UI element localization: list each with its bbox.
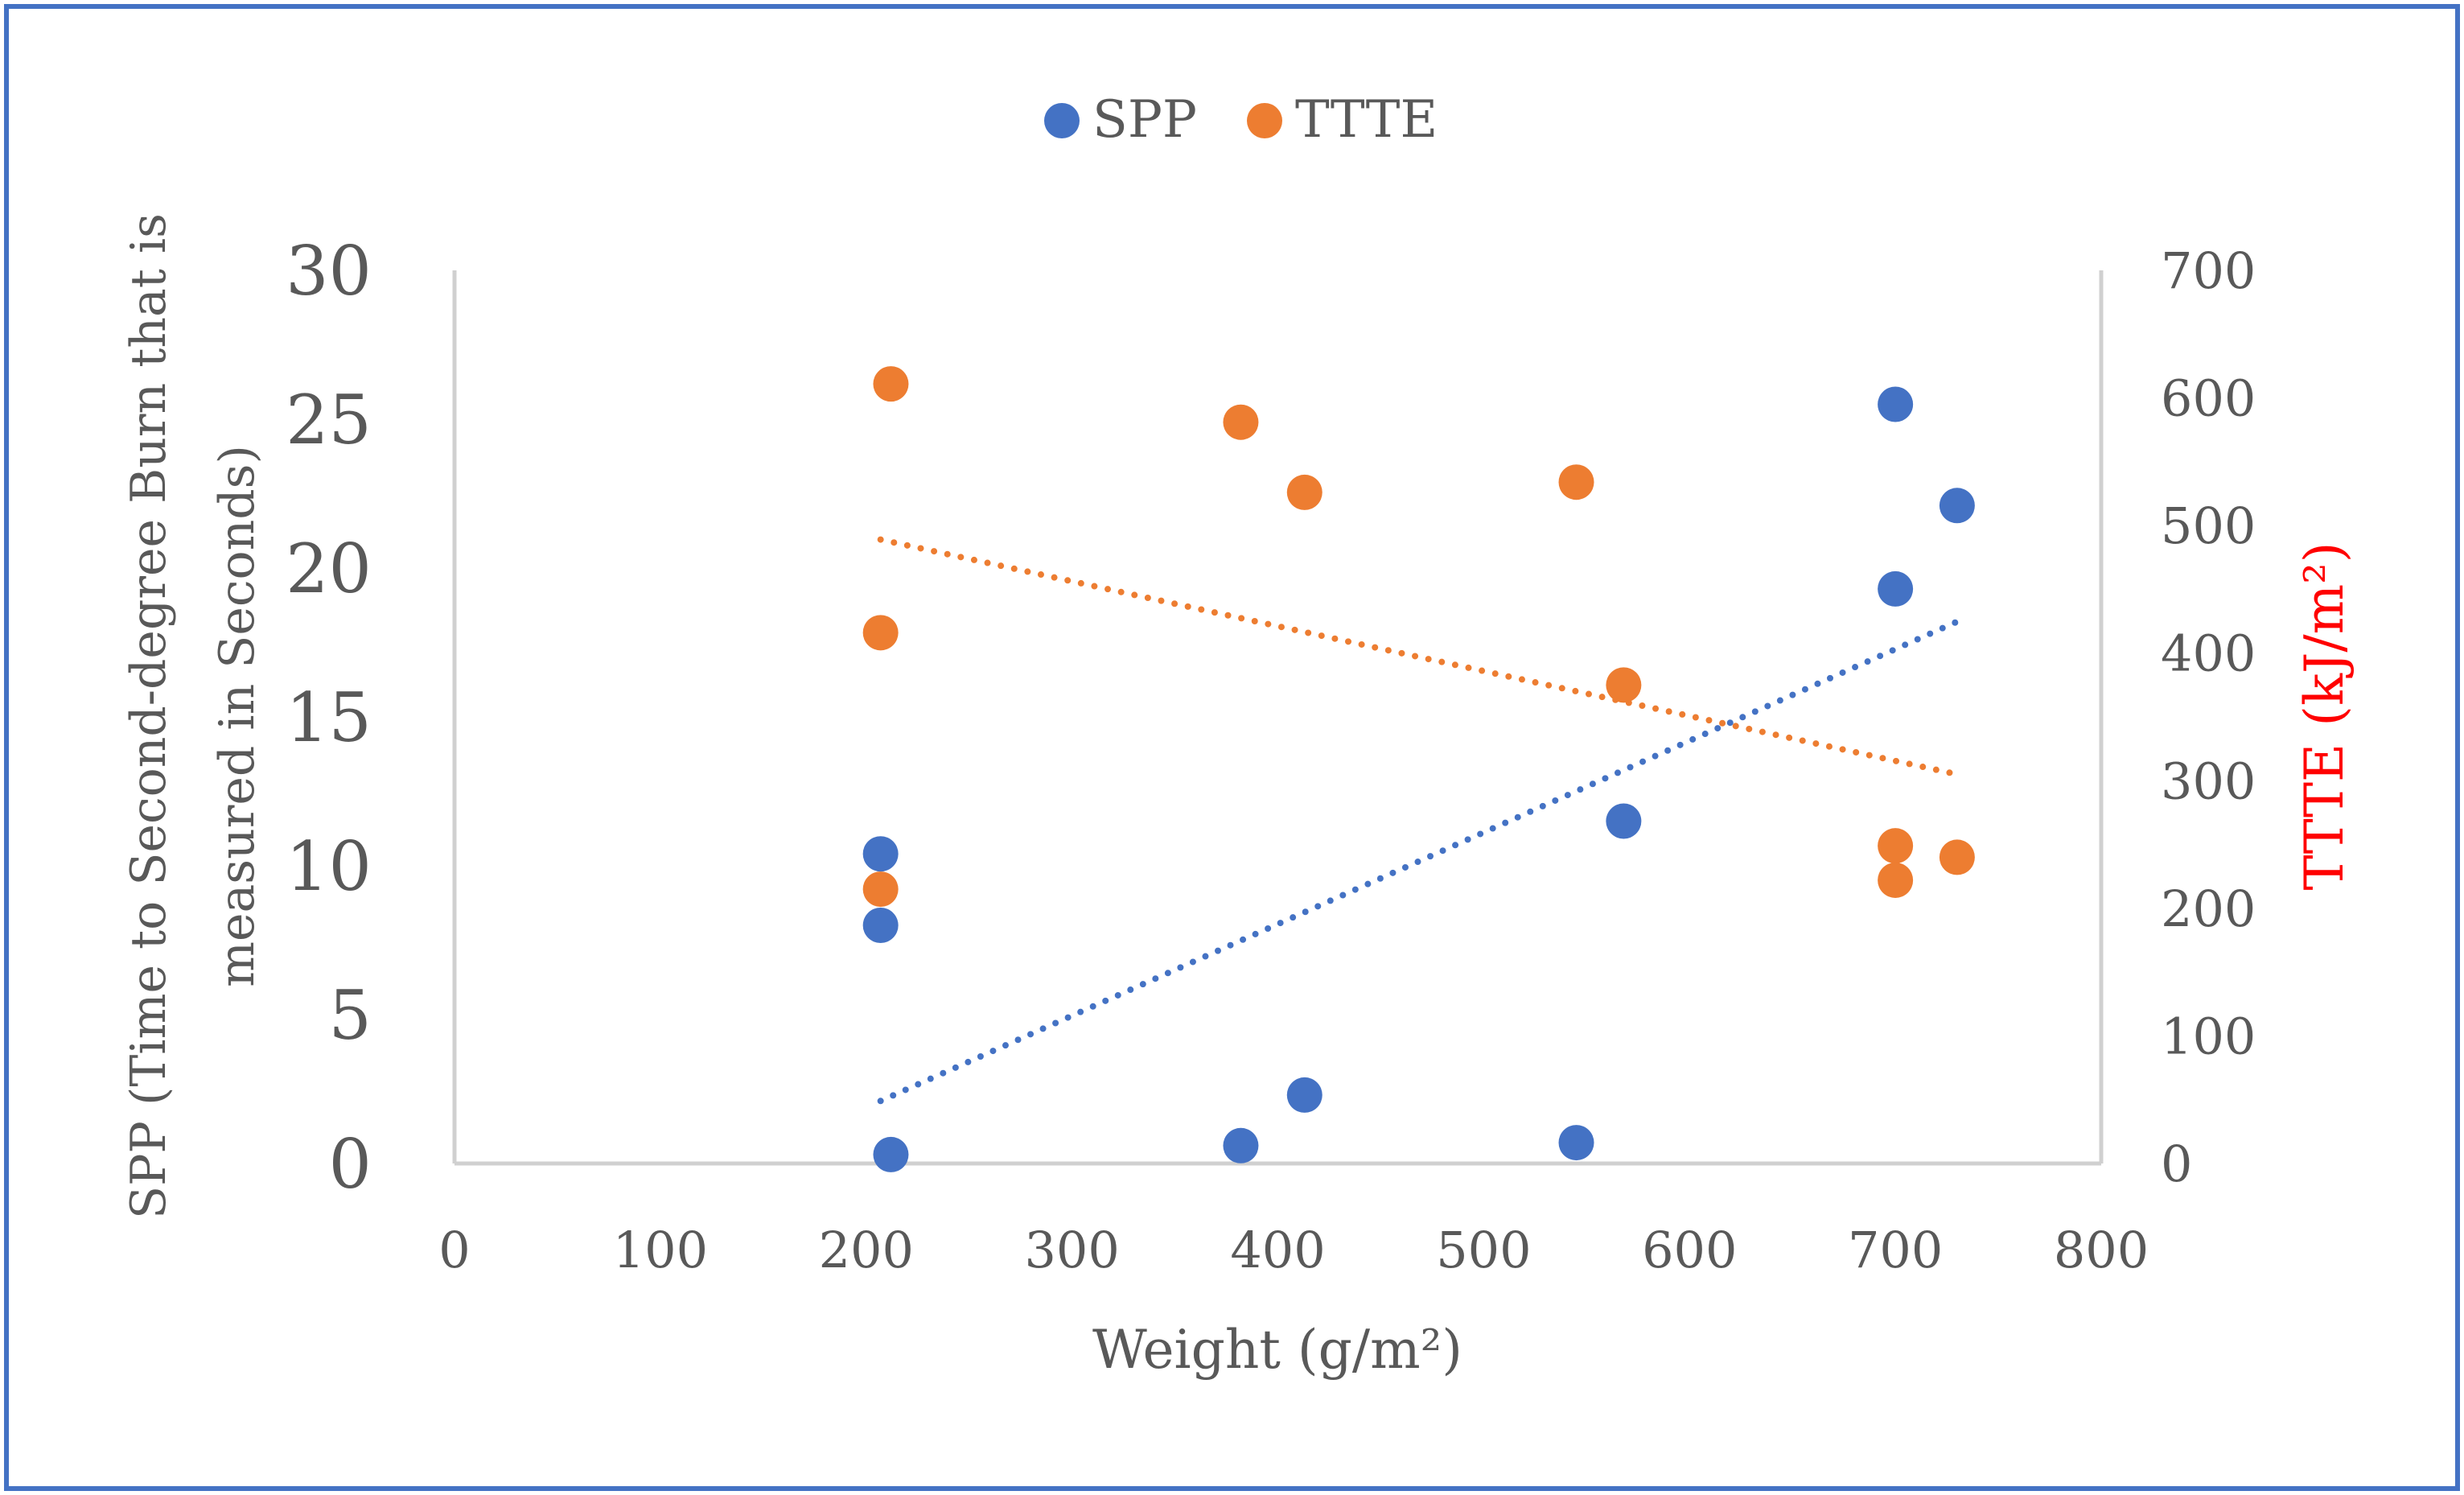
trendlines xyxy=(877,536,1960,1105)
y-tick-label: 20 xyxy=(286,529,372,608)
x-tick-label: 800 xyxy=(2054,1221,2149,1279)
x-tick-label: 100 xyxy=(613,1221,708,1279)
y-tick-label: 0 xyxy=(329,1125,372,1204)
y-tick-label: 25 xyxy=(286,381,372,459)
point-spp xyxy=(1223,1127,1259,1163)
point-ttte xyxy=(1223,404,1259,440)
chart-border xyxy=(4,4,2460,1491)
point-ttte xyxy=(862,871,899,908)
y2-tick-label: 400 xyxy=(2161,624,2256,683)
x-axis-ticks: 0 100 200 300 400 500 600 700 800 xyxy=(438,1221,2149,1279)
legend-marker-ttte xyxy=(1247,103,1282,138)
x-tick-label: 300 xyxy=(1024,1221,1119,1279)
point-spp xyxy=(862,908,899,943)
legend: SPP TTTE xyxy=(1044,90,1438,150)
x-tick-label: 0 xyxy=(438,1221,470,1279)
x-tick-label: 600 xyxy=(1642,1221,1737,1279)
point-spp xyxy=(873,1136,909,1172)
trendline-ttte xyxy=(877,536,1960,778)
point-spp xyxy=(1878,570,1914,607)
y-axis-title-line2: measured in Seconds) xyxy=(209,445,265,987)
y-axis-title: SPP (Time to Second-degree Burn that is … xyxy=(121,213,265,1219)
y-axis-ticks: 0 5 10 15 20 25 30 xyxy=(286,232,372,1204)
point-ttte xyxy=(1939,839,1975,875)
point-ttte xyxy=(1878,862,1914,898)
y-tick-label: 10 xyxy=(286,827,372,906)
data-points xyxy=(862,366,1975,1172)
y2-tick-label: 600 xyxy=(2161,369,2256,428)
point-spp xyxy=(1878,386,1914,422)
y2-axis-ticks: 0 100 200 300 400 500 600 700 xyxy=(2161,241,2256,1193)
x-tick-label: 400 xyxy=(1230,1221,1325,1279)
x-tick-label: 500 xyxy=(1436,1221,1531,1279)
point-ttte xyxy=(1606,667,1642,703)
point-spp xyxy=(1606,803,1642,839)
y2-axis-title: TTTE (kJ/m²) xyxy=(2293,542,2355,891)
y2-tick-label: 500 xyxy=(2161,496,2256,555)
point-ttte xyxy=(862,615,899,651)
point-spp xyxy=(1939,488,1975,524)
trendline-spp xyxy=(877,618,1960,1105)
x-tick-label: 200 xyxy=(819,1221,914,1279)
y2-tick-label: 300 xyxy=(2161,752,2256,810)
y2-tick-label: 100 xyxy=(2161,1007,2256,1065)
point-spp xyxy=(1558,1125,1594,1161)
y-tick-label: 15 xyxy=(286,678,372,757)
y2-tick-label: 0 xyxy=(2161,1135,2192,1193)
point-spp xyxy=(862,836,899,872)
y-axis-title-line1: SPP (Time to Second-degree Burn that is xyxy=(121,213,177,1219)
point-spp xyxy=(1286,1077,1322,1113)
x-axis-title: Weight (g/m²) xyxy=(1092,1319,1462,1381)
point-ttte xyxy=(873,366,909,402)
x-tick-label: 700 xyxy=(1848,1221,1943,1279)
legend-marker-spp xyxy=(1044,103,1080,138)
point-ttte xyxy=(1558,464,1594,500)
legend-label-ttte: TTTE xyxy=(1295,90,1438,150)
legend-label-spp: SPP xyxy=(1092,90,1197,150)
y2-tick-label: 200 xyxy=(2161,879,2256,938)
point-ttte xyxy=(1878,828,1914,864)
y-tick-label: 5 xyxy=(329,976,372,1055)
point-ttte xyxy=(1286,474,1322,510)
y2-tick-label: 700 xyxy=(2161,241,2256,300)
y-tick-label: 30 xyxy=(286,232,372,311)
